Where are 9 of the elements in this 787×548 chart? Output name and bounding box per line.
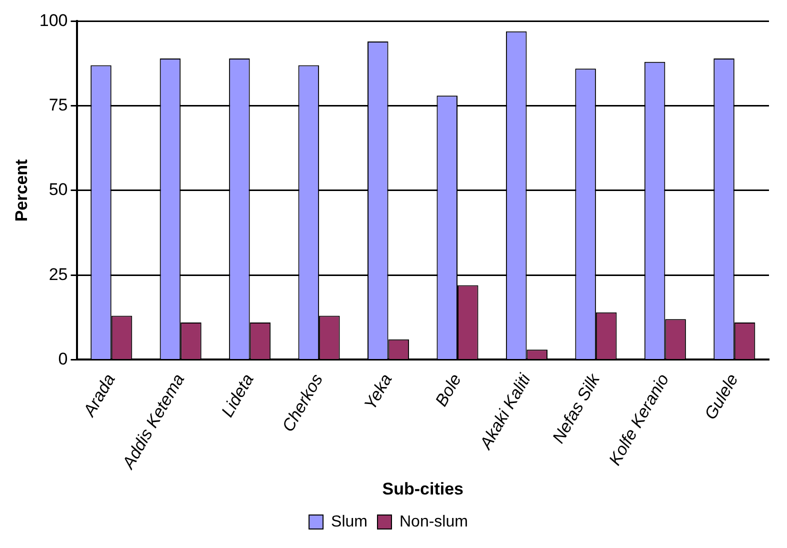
y-tick-label: 0 [58, 349, 68, 368]
y-axis-title: Percent [12, 158, 31, 222]
y-tick-label: 100 [39, 10, 68, 30]
legend-label: Slum [331, 513, 368, 530]
legend-label: Non-slum [399, 513, 468, 530]
y-tick-label: 50 [48, 180, 68, 200]
y-tick-label: 75 [48, 96, 68, 115]
x-axis-title: Sub-cities [382, 479, 464, 498]
y-tick-label: 25 [48, 264, 68, 284]
